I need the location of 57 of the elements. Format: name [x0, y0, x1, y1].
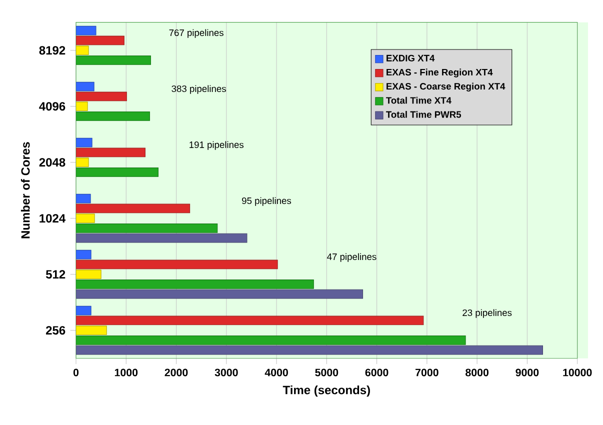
x-tick-label: 8000	[466, 368, 488, 376]
bar	[76, 36, 124, 46]
bar	[76, 345, 544, 355]
x-tick-label: 1000	[114, 368, 138, 376]
x-tick-label: 3000	[214, 368, 238, 376]
bar	[76, 316, 424, 326]
bar	[76, 194, 91, 204]
annotation: 383 pipelines	[172, 85, 226, 94]
bar	[76, 26, 96, 36]
y-axis-title: Number of Cores	[20, 142, 30, 238]
bar	[76, 102, 88, 111]
annotation: 191 pipelines	[190, 141, 244, 150]
annotation: 47 pipelines	[327, 253, 376, 262]
bar	[76, 56, 151, 65]
x-tick-label: 7000	[416, 368, 438, 376]
bar	[76, 46, 89, 55]
x-tick-label: 0	[73, 368, 79, 376]
x-axis-title: Time (seconds)	[282, 385, 370, 397]
annotation: 23 pipelines	[462, 309, 512, 318]
bar	[76, 112, 150, 121]
bar	[76, 233, 248, 243]
bar	[76, 204, 190, 214]
bar	[76, 336, 466, 345]
bar	[76, 270, 102, 280]
bar	[76, 289, 364, 299]
bar	[76, 168, 158, 177]
y-tick-label: 2048	[39, 158, 66, 167]
x-tick-label: 6000	[365, 368, 388, 376]
bar	[76, 214, 95, 224]
x-tick-label: 2000	[164, 368, 188, 376]
bar	[76, 82, 94, 92]
bar	[76, 306, 92, 316]
annotation: 767 pipelines	[169, 29, 224, 38]
bar	[76, 158, 89, 167]
legend-label: Total Time XT4	[386, 96, 452, 104]
bar	[76, 326, 107, 336]
legend-label: EXAS - Fine Region XT4	[386, 68, 493, 78]
x-tick-label: 10000	[563, 368, 592, 376]
bar	[76, 224, 218, 233]
y-tick-label: 256	[46, 326, 66, 335]
bar	[76, 138, 92, 148]
legend-label: EXAS - Coarse Region XT4	[386, 82, 506, 92]
bar	[76, 280, 314, 289]
x-tick-label: 9000	[516, 368, 539, 376]
annotation: 95 pipelines	[242, 197, 292, 206]
x-tick-label: 4000	[264, 368, 288, 376]
y-tick-label: 8192	[39, 46, 66, 55]
y-tick-label: 1024	[40, 214, 66, 223]
bar	[76, 92, 127, 102]
bar	[76, 148, 146, 158]
y-tick-label: 4096	[39, 102, 66, 111]
legend-label: EXDIG XT4	[386, 54, 435, 62]
bar	[76, 260, 278, 270]
bar	[76, 250, 92, 260]
x-tick-label: 5000	[315, 368, 338, 376]
legend-label: Total Time PWR5	[386, 110, 462, 118]
y-tick-label: 512	[46, 270, 66, 279]
